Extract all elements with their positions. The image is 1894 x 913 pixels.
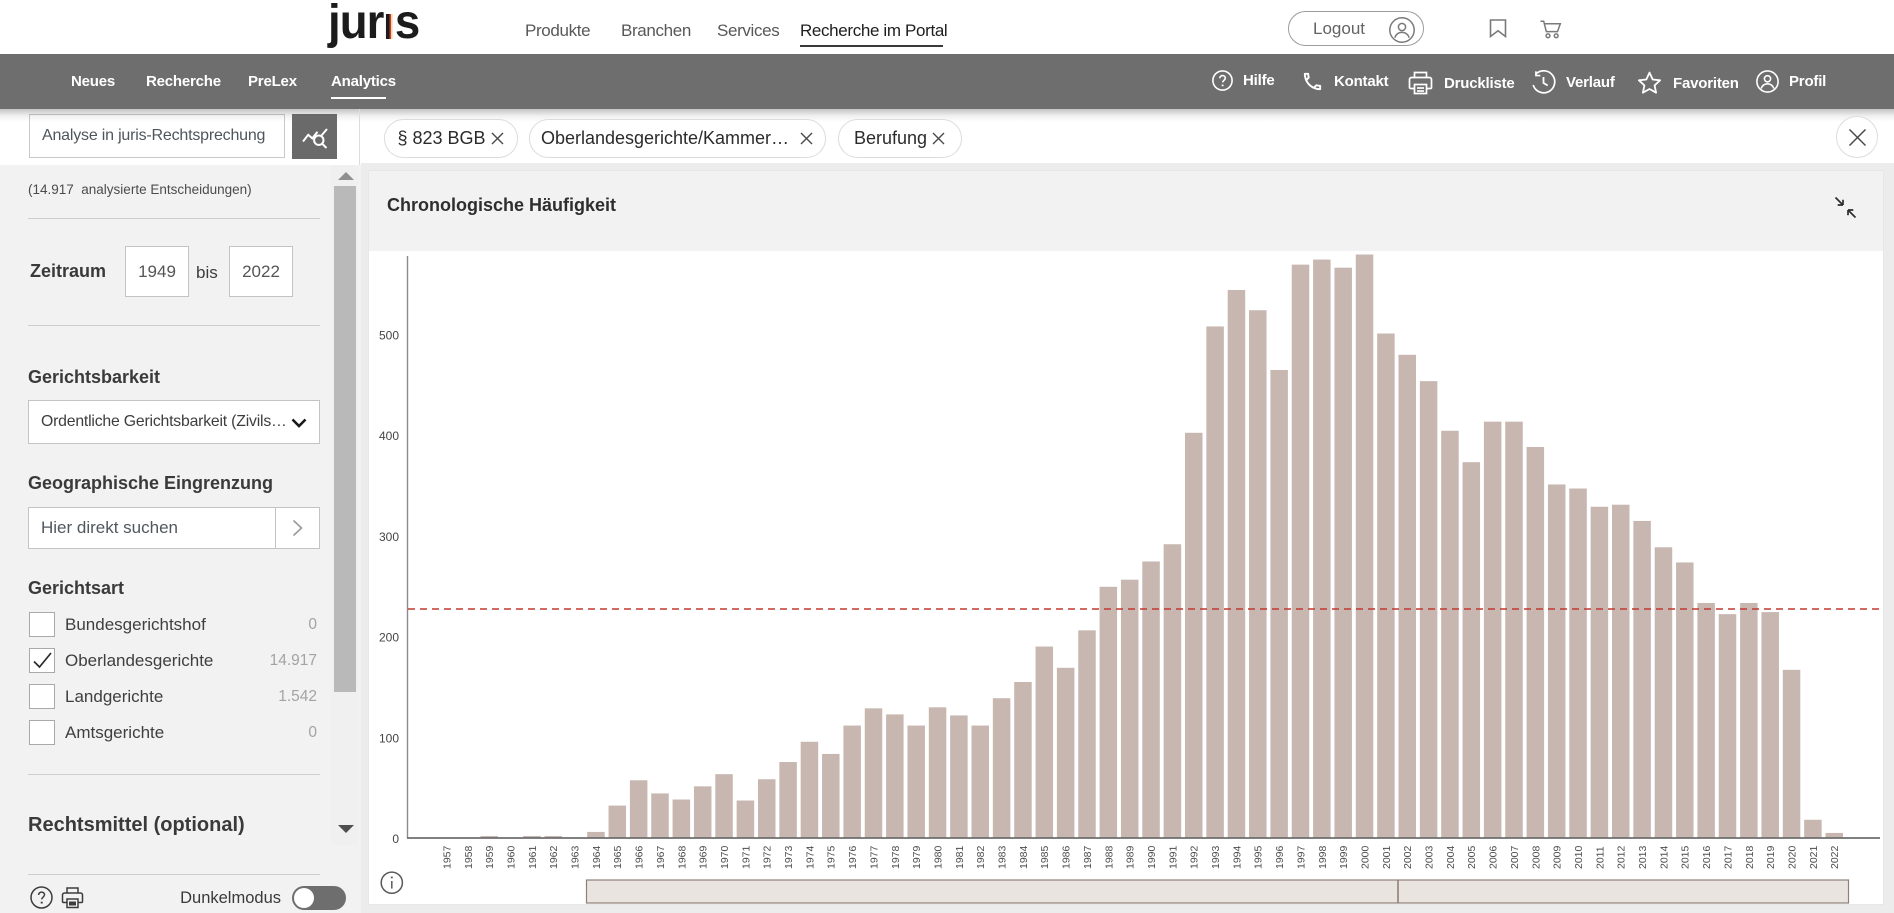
- svg-text:2021: 2021: [1808, 845, 1820, 869]
- svg-text:1983: 1983: [997, 845, 1009, 869]
- svg-text:1981: 1981: [954, 845, 966, 869]
- svg-text:1957: 1957: [441, 845, 453, 869]
- svg-text:1994: 1994: [1231, 845, 1243, 869]
- svg-text:1989: 1989: [1125, 845, 1137, 869]
- svg-text:2022: 2022: [1829, 845, 1841, 869]
- svg-text:1980: 1980: [932, 845, 944, 869]
- svg-text:2003: 2003: [1424, 845, 1436, 869]
- svg-text:2019: 2019: [1765, 845, 1777, 869]
- svg-text:2011: 2011: [1594, 846, 1606, 869]
- svg-text:2008: 2008: [1530, 845, 1542, 869]
- svg-text:1974: 1974: [804, 845, 816, 869]
- svg-text:1995: 1995: [1253, 845, 1265, 869]
- svg-text:1990: 1990: [1146, 845, 1158, 869]
- svg-text:2017: 2017: [1722, 845, 1734, 869]
- svg-text:2010: 2010: [1573, 845, 1585, 869]
- svg-text:1959: 1959: [484, 845, 496, 869]
- svg-text:1960: 1960: [505, 845, 517, 869]
- svg-text:1996: 1996: [1274, 845, 1286, 869]
- svg-text:200: 200: [379, 631, 399, 645]
- svg-text:1978: 1978: [890, 845, 902, 869]
- svg-text:1965: 1965: [612, 845, 624, 869]
- svg-text:2018: 2018: [1744, 845, 1756, 869]
- svg-text:2013: 2013: [1637, 845, 1649, 869]
- svg-text:1976: 1976: [847, 845, 859, 869]
- svg-text:1997: 1997: [1295, 845, 1307, 869]
- svg-text:1963: 1963: [570, 845, 582, 869]
- svg-text:1984: 1984: [1018, 845, 1030, 869]
- svg-text:1967: 1967: [655, 845, 667, 869]
- svg-text:2000: 2000: [1359, 845, 1371, 869]
- svg-text:2004: 2004: [1445, 845, 1457, 869]
- svg-text:2016: 2016: [1701, 845, 1713, 869]
- svg-text:1975: 1975: [826, 845, 838, 869]
- svg-text:1973: 1973: [783, 845, 795, 869]
- svg-text:1987: 1987: [1082, 845, 1094, 869]
- svg-text:1964: 1964: [591, 845, 603, 869]
- svg-text:2014: 2014: [1658, 845, 1670, 869]
- svg-text:2012: 2012: [1616, 845, 1628, 869]
- svg-text:1966: 1966: [634, 845, 646, 869]
- svg-text:2020: 2020: [1786, 845, 1798, 869]
- svg-text:2015: 2015: [1680, 845, 1692, 869]
- svg-text:1991: 1991: [1167, 845, 1179, 869]
- svg-text:1971: 1971: [740, 845, 752, 869]
- svg-text:1999: 1999: [1338, 845, 1350, 869]
- svg-text:2002: 2002: [1402, 845, 1414, 869]
- svg-text:1993: 1993: [1210, 845, 1222, 869]
- svg-text:1970: 1970: [719, 845, 731, 869]
- svg-text:2007: 2007: [1509, 845, 1521, 869]
- svg-text:2005: 2005: [1466, 845, 1478, 869]
- svg-text:0: 0: [392, 832, 399, 846]
- svg-text:1969: 1969: [698, 845, 710, 869]
- svg-text:300: 300: [379, 530, 399, 544]
- svg-text:1992: 1992: [1189, 845, 1201, 869]
- svg-text:1962: 1962: [548, 845, 560, 869]
- svg-text:1961: 1961: [527, 845, 539, 869]
- svg-text:100: 100: [379, 731, 399, 745]
- svg-text:2009: 2009: [1552, 845, 1564, 869]
- svg-text:500: 500: [379, 329, 399, 343]
- svg-text:2001: 2001: [1381, 845, 1393, 869]
- svg-text:1982: 1982: [975, 845, 987, 869]
- svg-text:1988: 1988: [1103, 845, 1115, 869]
- svg-text:400: 400: [379, 429, 399, 443]
- svg-text:2006: 2006: [1488, 845, 1500, 869]
- svg-text:1985: 1985: [1039, 845, 1051, 869]
- svg-text:1979: 1979: [911, 845, 923, 869]
- svg-text:1986: 1986: [1061, 845, 1073, 869]
- svg-text:1968: 1968: [676, 845, 688, 869]
- svg-text:1998: 1998: [1317, 845, 1329, 869]
- svg-text:1972: 1972: [762, 845, 774, 869]
- svg-text:1958: 1958: [463, 845, 475, 869]
- svg-text:1977: 1977: [868, 845, 880, 869]
